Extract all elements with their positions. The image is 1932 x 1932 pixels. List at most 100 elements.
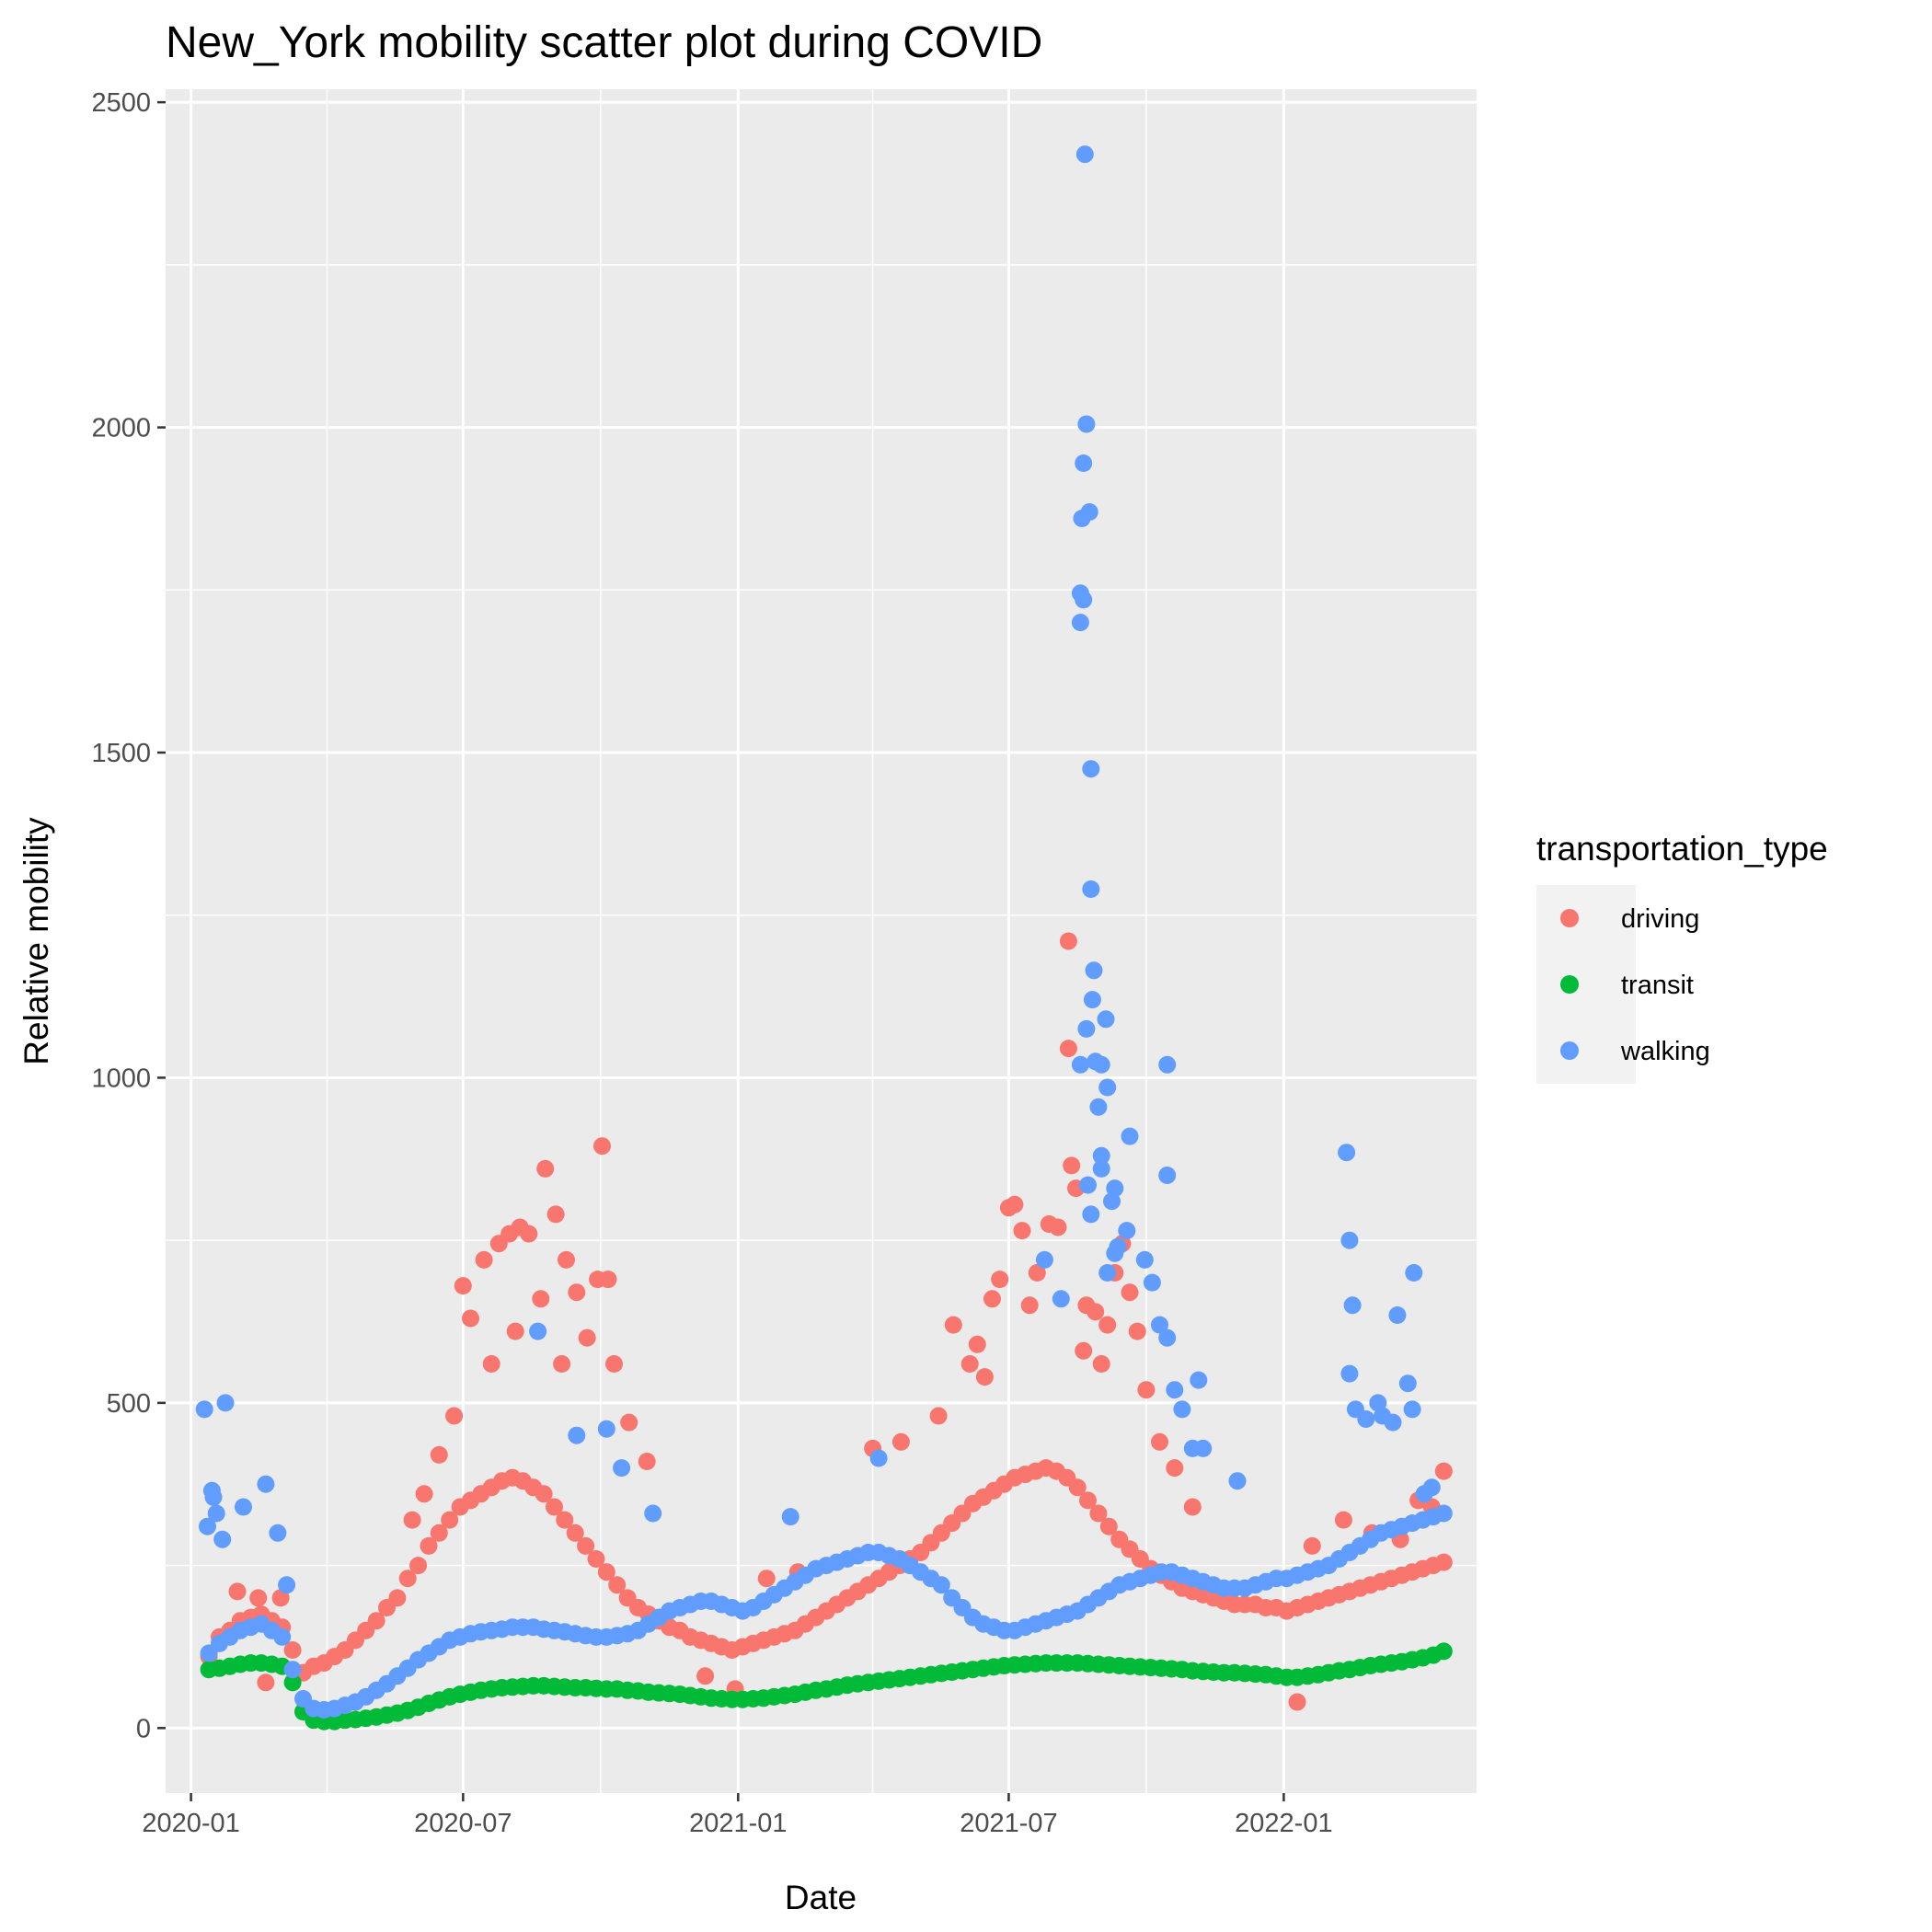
data-point-walking bbox=[1098, 1264, 1117, 1282]
data-point-driving bbox=[960, 1355, 979, 1373]
data-point-walking bbox=[529, 1322, 547, 1340]
data-point-driving bbox=[620, 1413, 638, 1432]
data-point-walking bbox=[195, 1400, 213, 1419]
legend-key-transit bbox=[1560, 975, 1579, 994]
data-point-driving bbox=[1151, 1432, 1168, 1451]
data-point-walking bbox=[1228, 1472, 1247, 1490]
data-point-walking bbox=[1097, 1010, 1115, 1029]
major-gridlines bbox=[166, 89, 1477, 1793]
data-point-walking bbox=[1118, 1222, 1136, 1240]
data-point-driving bbox=[409, 1557, 428, 1575]
x-axis-ticks: 2020-01 2020-07 2021-01 2021-07 2022-01 bbox=[142, 1793, 1333, 1838]
data-point-walking bbox=[1405, 1264, 1423, 1282]
data-point-walking bbox=[1158, 1328, 1177, 1347]
data-point-walking bbox=[597, 1420, 615, 1438]
data-point-walking bbox=[1082, 1205, 1100, 1224]
data-point-walking bbox=[1135, 1250, 1154, 1269]
data-point-driving bbox=[441, 1511, 459, 1529]
data-point-walking bbox=[1158, 1055, 1177, 1074]
data-point-walking bbox=[1106, 1244, 1124, 1262]
data-point-driving bbox=[271, 1589, 290, 1607]
data-point-driving bbox=[991, 1271, 1009, 1289]
data-point-driving bbox=[1079, 1491, 1097, 1510]
y-tick-label: 1000 bbox=[91, 1064, 151, 1093]
data-point-driving bbox=[535, 1485, 553, 1503]
data-point-driving bbox=[944, 1316, 962, 1334]
data-point-driving bbox=[593, 1137, 611, 1156]
data-point-walking bbox=[869, 1449, 888, 1467]
data-point-driving bbox=[1063, 1156, 1081, 1175]
data-point-walking bbox=[1190, 1371, 1208, 1389]
data-point-walking bbox=[213, 1530, 232, 1548]
data-point-walking bbox=[1338, 1144, 1356, 1162]
data-point-walking bbox=[1340, 1364, 1359, 1383]
data-point-walking bbox=[613, 1459, 631, 1478]
data-point-walking bbox=[283, 1661, 302, 1679]
data-point-walking bbox=[1121, 1127, 1139, 1145]
data-point-driving bbox=[568, 1283, 586, 1302]
data-point-walking bbox=[257, 1475, 275, 1493]
x-axis-title: Date bbox=[785, 1879, 857, 1916]
data-point-walking bbox=[932, 1576, 950, 1594]
data-point-driving bbox=[558, 1250, 575, 1269]
data-point-driving bbox=[1013, 1222, 1031, 1240]
x-tick-label: 2022-01 bbox=[1235, 1809, 1332, 1838]
legend-label-transit: transit bbox=[1621, 971, 1694, 1000]
data-point-walking bbox=[216, 1394, 235, 1412]
data-point-walking bbox=[1079, 1176, 1097, 1194]
y-tick-label: 2000 bbox=[91, 414, 151, 443]
data-point-driving bbox=[398, 1570, 417, 1588]
minor-gridlines bbox=[166, 89, 1477, 1793]
data-point-walking bbox=[269, 1524, 287, 1542]
data-point-driving bbox=[1098, 1316, 1117, 1334]
y-tick-label: 2500 bbox=[91, 88, 151, 118]
x-tick-label: 2020-01 bbox=[142, 1809, 239, 1838]
data-point-walking bbox=[1082, 880, 1100, 898]
data-point-driving bbox=[532, 1290, 550, 1308]
data-point-transit bbox=[1434, 1642, 1453, 1661]
data-point-walking bbox=[1077, 415, 1096, 433]
data-point-driving bbox=[454, 1277, 472, 1295]
data-point-walking bbox=[1422, 1478, 1441, 1497]
data-point-driving bbox=[578, 1328, 596, 1347]
data-point-driving bbox=[430, 1445, 448, 1464]
data-point-driving bbox=[1303, 1536, 1321, 1555]
data-point-driving bbox=[1059, 932, 1077, 950]
data-point-driving bbox=[638, 1453, 656, 1470]
data-point-walking bbox=[1384, 1413, 1402, 1432]
data-point-driving bbox=[1137, 1381, 1156, 1399]
data-point-walking bbox=[1085, 961, 1103, 980]
data-point-walking bbox=[1080, 503, 1098, 521]
data-point-walking bbox=[278, 1576, 296, 1594]
data-point-driving bbox=[696, 1667, 715, 1685]
data-point-driving bbox=[445, 1407, 464, 1425]
data-point-driving bbox=[546, 1205, 565, 1224]
data-point-walking bbox=[1092, 1159, 1110, 1178]
data-point-walking bbox=[1052, 1290, 1070, 1308]
data-point-walking bbox=[1092, 1055, 1110, 1074]
data-point-walking bbox=[1343, 1296, 1362, 1315]
y-tick-label: 500 bbox=[107, 1389, 151, 1419]
data-point-walking bbox=[1082, 760, 1100, 778]
data-point-driving bbox=[1434, 1462, 1453, 1480]
x-tick-label: 2020-07 bbox=[414, 1809, 512, 1838]
data-point-driving bbox=[420, 1536, 438, 1555]
data-point-driving bbox=[587, 1550, 605, 1568]
data-point-walking bbox=[1075, 145, 1094, 164]
legend-title: transportation_type bbox=[1536, 830, 1828, 868]
data-point-walking bbox=[1388, 1306, 1407, 1324]
data-point-driving bbox=[597, 1563, 615, 1581]
data-point-driving bbox=[1092, 1355, 1110, 1373]
data-point-walking bbox=[781, 1508, 799, 1526]
data-point-driving bbox=[968, 1335, 986, 1353]
data-point-walking bbox=[204, 1488, 223, 1506]
y-tick-label: 1500 bbox=[91, 739, 151, 768]
data-point-driving bbox=[1128, 1322, 1146, 1340]
data-point-walking bbox=[1089, 1098, 1108, 1116]
data-point-driving bbox=[506, 1322, 524, 1340]
plot-panel bbox=[166, 89, 1477, 1793]
data-point-driving bbox=[388, 1589, 407, 1607]
data-point-walking bbox=[1035, 1250, 1053, 1269]
data-point-walking bbox=[1398, 1374, 1417, 1393]
data-point-walking bbox=[1071, 1055, 1089, 1074]
